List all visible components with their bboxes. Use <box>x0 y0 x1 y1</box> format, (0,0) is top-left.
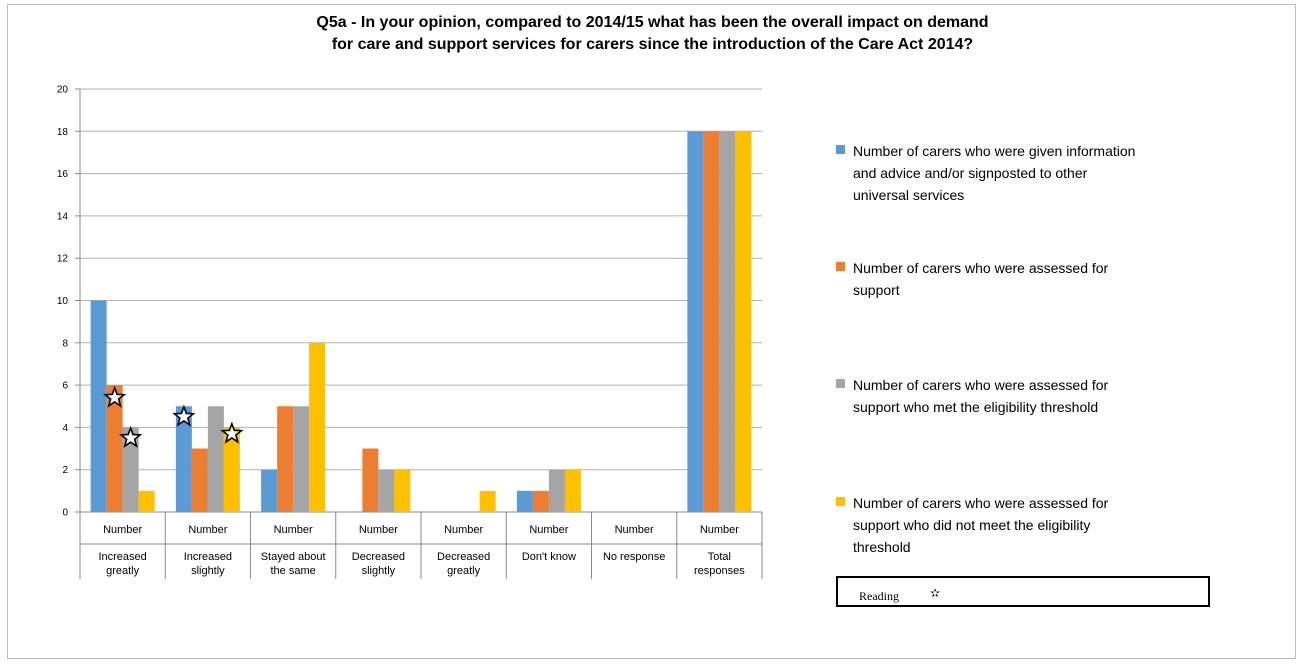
bar <box>479 490 496 512</box>
category-label: slightly <box>191 565 225 577</box>
bar <box>90 300 107 512</box>
chart-title-line-2: for care and support services for carers… <box>331 36 974 53</box>
category-label: slightly <box>362 565 396 577</box>
bar <box>532 490 549 512</box>
star-marker <box>220 421 244 444</box>
y-tick-label: 18 <box>57 127 69 138</box>
legend-swatch-not-met-threshold <box>836 497 845 506</box>
category-label: responses <box>694 565 745 577</box>
bar <box>309 342 326 512</box>
bar <box>719 131 736 513</box>
chart-title-line-1: Q5a - In your opinion, compared to 2014/… <box>316 14 989 31</box>
category-label: greatly <box>447 565 481 577</box>
bar <box>138 490 155 512</box>
category-label-top: Number <box>700 524 739 536</box>
bar <box>394 469 411 512</box>
star-icon: ✫ <box>930 586 941 600</box>
bar <box>564 469 581 512</box>
category-label: Decreased <box>437 551 490 563</box>
category-label: Increased <box>184 551 232 563</box>
y-tick-label: 16 <box>57 169 69 180</box>
bar <box>191 448 208 512</box>
y-tick-label: 12 <box>57 254 69 265</box>
bar <box>516 490 533 512</box>
y-tick-label: 8 <box>62 338 68 349</box>
category-label: Decreased <box>352 551 405 563</box>
star-marker <box>172 404 196 427</box>
legend-swatch-met-threshold <box>836 379 845 388</box>
legend-label-assessed: Number of carers who were assessed for s… <box>853 260 1109 298</box>
y-tick-label: 2 <box>62 465 68 476</box>
category-label: Don't know <box>522 551 576 563</box>
bar <box>293 406 310 512</box>
bar <box>122 427 139 512</box>
legend-swatch-signposted <box>836 145 845 154</box>
bar <box>175 406 192 512</box>
bar <box>548 469 565 512</box>
category-label: Stayed about <box>261 551 326 563</box>
y-tick-label: 10 <box>57 296 69 307</box>
legend-label-not-met-threshold: Number of carers who were assessed for s… <box>853 495 1109 555</box>
bar <box>703 131 720 513</box>
bar <box>106 385 123 512</box>
category-label-top: Number <box>615 524 654 536</box>
bar <box>362 448 379 512</box>
y-tick-label: 4 <box>62 423 68 434</box>
category-label-top: Number <box>103 524 142 536</box>
category-label: No response <box>603 551 665 563</box>
chart-title: Q5a - In your opinion, compared to 2014/… <box>0 12 1305 56</box>
category-label-top: Number <box>359 524 398 536</box>
y-tick-label: 20 <box>57 85 69 96</box>
bar <box>223 427 240 512</box>
star-marker <box>102 385 127 408</box>
bar <box>207 406 224 512</box>
legend-label-met-threshold: Number of carers who were assessed for s… <box>853 377 1109 415</box>
star-marker <box>118 425 143 448</box>
bar <box>277 406 294 512</box>
category-label: greatly <box>106 565 140 577</box>
y-tick-label: 0 <box>62 508 68 519</box>
reading-label: Reading <box>859 589 899 603</box>
category-label: the same <box>271 565 316 577</box>
bar <box>735 131 752 513</box>
reading-legend-box: Reading ✫ <box>836 576 1210 607</box>
category-label: Increased <box>98 551 146 563</box>
category-label-top: Number <box>444 524 483 536</box>
bar <box>378 469 395 512</box>
bar <box>261 469 278 512</box>
category-label-top: Number <box>188 524 227 536</box>
y-tick-label: 6 <box>62 381 68 392</box>
legend-label-signposted: Number of carers who were given informat… <box>853 143 1136 203</box>
bar <box>687 131 704 513</box>
category-label-top: Number <box>274 524 313 536</box>
chart-frame <box>7 4 1296 659</box>
category-label-top: Number <box>529 524 568 536</box>
legend-swatch-assessed <box>836 262 845 271</box>
category-label: Total <box>708 551 731 563</box>
y-tick-label: 14 <box>57 211 69 222</box>
